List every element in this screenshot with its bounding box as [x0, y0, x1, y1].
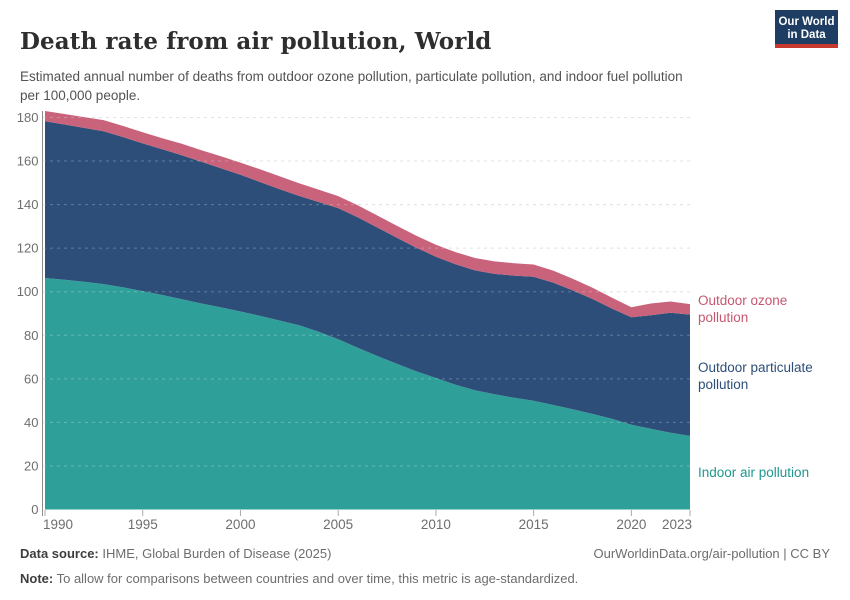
x-tick-label: 2015: [519, 517, 549, 532]
data-source: Data source: IHME, Global Burden of Dise…: [20, 546, 331, 561]
y-tick-label: 60: [24, 371, 38, 386]
owid-link[interactable]: OurWorldinData.org/air-pollution | CC BY: [593, 546, 830, 561]
x-tick-label: 2000: [225, 517, 255, 532]
x-tick-label: 1995: [128, 517, 158, 532]
data-source-label: Data source:: [20, 546, 99, 561]
area-indoor-air-pollution: [45, 278, 690, 510]
note: Note: To allow for comparisons between c…: [20, 571, 578, 586]
legend-outdoor-particulate-pollution: Outdoor particulate pollution: [698, 360, 813, 392]
x-tick-label: 2010: [421, 517, 451, 532]
y-tick-label: 140: [17, 197, 39, 212]
chart-subtitle: Estimated annual number of deaths from o…: [20, 68, 683, 103]
note-value: To allow for comparisons between countri…: [53, 571, 579, 586]
y-tick-label: 160: [17, 154, 39, 169]
legend-indoor-air-pollution: Indoor air pollution: [698, 465, 810, 480]
note-label: Note:: [20, 571, 54, 586]
y-tick-label: 0: [31, 502, 38, 517]
data-source-value: IHME, Global Burden of Disease (2025): [98, 546, 332, 561]
owid-logo: Our World in Data: [775, 10, 838, 48]
y-tick-label: 180: [17, 110, 39, 125]
x-tick-label: 2020: [616, 517, 646, 532]
y-tick-label: 80: [24, 328, 38, 343]
chart-footer: Data source: IHME, Global Burden of Dise…: [0, 538, 850, 600]
page-title: Death rate from air pollution, World: [20, 28, 492, 56]
stacked-area-chart: 0 20 40 60 80 100 120 140 160 180 1990 1995 2000 2005…: [17, 110, 692, 532]
y-tick-label: 40: [24, 415, 38, 430]
owid-logo-line2: in Data: [787, 29, 826, 41]
legend-outdoor-ozone-pollution: Outdoor ozone pollution: [698, 293, 788, 325]
owid-logo-line1: Our World: [778, 16, 835, 28]
y-tick-label: 20: [24, 458, 38, 473]
y-tick-label: 100: [17, 284, 39, 299]
x-tick-label: 1990: [43, 517, 73, 532]
area-outdoor-ozone-pollution: [45, 111, 690, 318]
x-tick-label: 2023: [662, 517, 692, 532]
y-tick-label: 120: [17, 241, 39, 256]
x-tick-label: 2005: [323, 517, 353, 532]
area-outdoor-particulate-pollution: [45, 121, 690, 436]
